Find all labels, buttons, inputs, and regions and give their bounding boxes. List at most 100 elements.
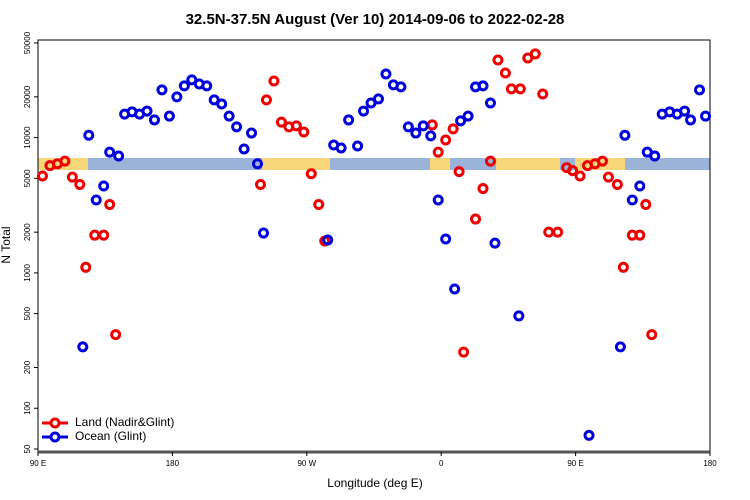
point bbox=[596, 155, 608, 167]
point bbox=[322, 234, 334, 246]
x-tick-label: 180 bbox=[703, 459, 717, 468]
point bbox=[59, 155, 71, 167]
point bbox=[505, 83, 517, 95]
point bbox=[141, 105, 153, 117]
point bbox=[110, 329, 122, 341]
point bbox=[470, 213, 482, 225]
point bbox=[477, 183, 489, 195]
point bbox=[640, 199, 652, 211]
point bbox=[275, 116, 287, 128]
point bbox=[343, 114, 355, 126]
legend-marker bbox=[49, 431, 61, 443]
point bbox=[80, 261, 92, 273]
x-tick-label: 180 bbox=[166, 459, 180, 468]
legend: Land (Nadir&Glint)Ocean (Glint) bbox=[42, 415, 174, 443]
x-tick-label: 0 bbox=[439, 459, 444, 468]
y-tick-label: 200 bbox=[23, 360, 32, 374]
point bbox=[252, 158, 264, 170]
point bbox=[426, 119, 438, 131]
point bbox=[113, 150, 125, 162]
point bbox=[178, 80, 190, 92]
point bbox=[432, 194, 444, 206]
point bbox=[104, 199, 116, 211]
legend-label: Ocean (Glint) bbox=[75, 429, 146, 443]
point bbox=[614, 341, 626, 353]
point bbox=[171, 91, 183, 103]
point bbox=[148, 114, 160, 126]
point bbox=[449, 283, 461, 295]
point bbox=[358, 105, 370, 117]
point bbox=[513, 310, 525, 322]
point bbox=[492, 54, 504, 66]
point bbox=[700, 110, 712, 122]
y-tick-label: 50 bbox=[23, 444, 32, 453]
point bbox=[156, 84, 168, 96]
y-tick-label: 50000 bbox=[23, 31, 32, 54]
point bbox=[602, 171, 614, 183]
point bbox=[298, 126, 310, 138]
point bbox=[529, 48, 541, 60]
y-tick-label: 5000 bbox=[23, 169, 32, 187]
point bbox=[77, 341, 89, 353]
y-tick-label: 10000 bbox=[23, 126, 32, 149]
point bbox=[583, 429, 595, 441]
point bbox=[417, 120, 429, 132]
point bbox=[499, 67, 511, 79]
point bbox=[440, 134, 452, 146]
y-tick-label: 1000 bbox=[23, 263, 32, 281]
x-axis-label: Longitude (deg E) bbox=[327, 476, 422, 490]
map-strip bbox=[38, 158, 710, 170]
point bbox=[477, 80, 489, 92]
point bbox=[216, 98, 228, 110]
point bbox=[425, 130, 437, 142]
point bbox=[238, 143, 250, 155]
point bbox=[649, 150, 661, 162]
points bbox=[36, 48, 712, 441]
point bbox=[432, 146, 444, 158]
x-tick-label: 90 W bbox=[297, 459, 316, 468]
point bbox=[255, 179, 267, 191]
y-tick-label: 500 bbox=[23, 306, 32, 320]
point bbox=[543, 226, 555, 238]
point bbox=[679, 105, 691, 117]
point bbox=[447, 123, 459, 135]
point bbox=[380, 68, 392, 80]
point bbox=[489, 237, 501, 249]
point bbox=[574, 170, 586, 182]
chart-title: 32.5N-37.5N August (Ver 10) 2014-09-06 t… bbox=[186, 11, 565, 28]
point bbox=[567, 165, 579, 177]
y-tick-label: 20000 bbox=[23, 85, 32, 108]
point bbox=[90, 194, 102, 206]
point bbox=[74, 179, 86, 191]
y-tick-label: 100 bbox=[23, 401, 32, 415]
point bbox=[290, 120, 302, 132]
x-tick-label: 90 E bbox=[30, 459, 46, 468]
y-axis-label: N Total bbox=[0, 226, 13, 263]
point bbox=[335, 142, 347, 154]
point bbox=[634, 180, 646, 192]
point bbox=[646, 329, 658, 341]
point bbox=[694, 84, 706, 96]
point bbox=[268, 75, 280, 87]
point bbox=[462, 110, 474, 122]
point bbox=[626, 194, 638, 206]
point bbox=[98, 229, 110, 241]
point bbox=[453, 166, 465, 178]
point bbox=[455, 115, 467, 127]
point bbox=[402, 121, 414, 133]
y-tick-label: 2000 bbox=[23, 223, 32, 241]
point bbox=[617, 261, 629, 273]
point bbox=[66, 171, 78, 183]
point bbox=[685, 114, 697, 126]
point bbox=[313, 199, 325, 211]
point bbox=[163, 110, 175, 122]
point bbox=[260, 94, 272, 106]
point bbox=[223, 110, 235, 122]
ticks: 90 E 180 90 W 0 90 E 180 50 100 200 500 1000 2000 50… bbox=[23, 31, 717, 468]
point bbox=[634, 229, 646, 241]
point bbox=[410, 127, 422, 139]
point bbox=[611, 179, 623, 191]
point bbox=[89, 229, 101, 241]
point bbox=[36, 170, 48, 182]
